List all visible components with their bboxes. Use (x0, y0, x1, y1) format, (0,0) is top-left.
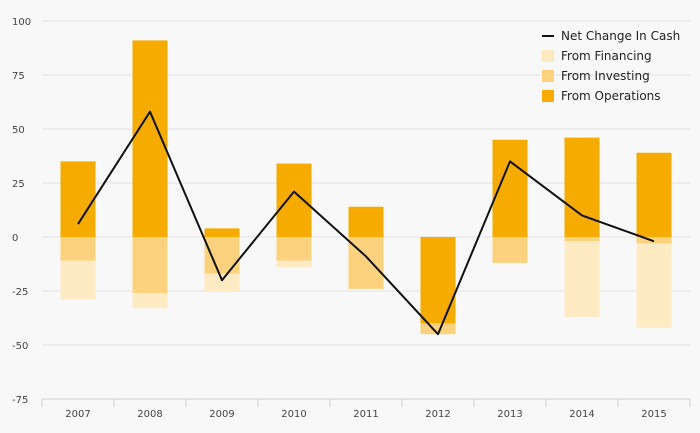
x-axis: 2007 2008 2009 2010 2011 2012 2013 2014 2015 (41, 398, 691, 420)
bar-from-investing-2010 (276, 237, 312, 261)
bar-from-financing-2015 (636, 243, 672, 328)
bar-from-operations-2015 (636, 152, 672, 237)
bar-from-operations-2011 (348, 206, 384, 237)
bar-from-financing-2007 (60, 260, 96, 300)
x-tick-label: 2015 (641, 409, 666, 420)
x-tick-label: 2007 (65, 409, 90, 420)
bar-from-investing-2012 (420, 323, 456, 335)
y-tick-label: 25 (12, 179, 25, 190)
bar-from-financing-2009 (204, 273, 240, 291)
bar-from-investing-2014 (564, 237, 600, 242)
bar-from-financing-2010 (276, 260, 312, 268)
bar-from-investing-2008 (132, 237, 168, 294)
x-tick-label: 2008 (137, 409, 162, 420)
y-tick-label: -75 (12, 395, 28, 406)
bar-from-financing-2008 (132, 293, 168, 309)
x-tick-label: 2009 (209, 409, 234, 420)
net-change-line (77, 110, 655, 336)
y-tick-label: 100 (12, 17, 31, 28)
y-tick-label: -50 (12, 341, 28, 352)
y-tick-label: -25 (12, 287, 28, 298)
bar-from-operations-2009 (204, 228, 240, 237)
y-axis-ticks: 100 75 50 25 0 -25 -50 -75 (12, 17, 31, 406)
y-tick-label: 75 (12, 71, 25, 82)
y-tick-label: 50 (12, 125, 25, 136)
legend-label: Net Change In Cash (561, 29, 680, 43)
legend-label: From Operations (561, 89, 661, 103)
bars (60, 40, 672, 335)
x-tick-label: 2011 (353, 409, 378, 420)
legend-label: From Investing (561, 69, 650, 83)
legend-swatch (542, 70, 554, 82)
bar-from-investing-2007 (60, 237, 96, 261)
bar-from-operations-2007 (60, 161, 96, 237)
bar-from-investing-2015 (636, 237, 672, 244)
bar-from-financing-2014 (564, 241, 600, 317)
x-tick-label: 2012 (425, 409, 450, 420)
y-tick-label: 0 (12, 233, 18, 244)
legend-label: From Financing (561, 49, 652, 63)
legend: Net Change In Cash From Financing From Inv… (542, 29, 680, 103)
bar-from-investing-2009 (204, 237, 240, 274)
x-tick-label: 2014 (569, 409, 594, 420)
bar-from-operations-2012 (420, 237, 456, 324)
bar-from-operations-2014 (564, 137, 600, 237)
x-tick-label: 2013 (497, 409, 522, 420)
x-tick-label: 2010 (281, 409, 306, 420)
legend-swatch (542, 90, 554, 102)
line-net-change-in-cash (77, 110, 655, 336)
legend-swatch (542, 50, 554, 62)
bar-from-investing-2013 (492, 237, 528, 263)
bar-from-operations-2010 (276, 163, 312, 237)
